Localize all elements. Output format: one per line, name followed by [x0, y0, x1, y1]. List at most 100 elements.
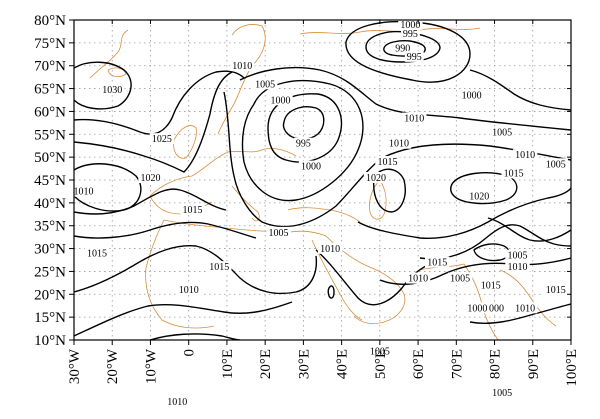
contour-label: 1015	[427, 258, 447, 269]
lat-tick-label: 10°N	[34, 333, 66, 349]
lat-tick-label: 35°N	[34, 219, 66, 235]
contour-label: 1010	[515, 303, 535, 314]
contour-label-bg	[424, 256, 450, 268]
contour-label-bg	[465, 302, 490, 314]
coastline-red-sea	[311, 239, 363, 321]
isobar-1015-tibet	[487, 217, 571, 242]
contour-label-bg	[138, 172, 163, 183]
lat-tick-label: 40°N	[34, 196, 66, 212]
contour-label: 1000	[270, 95, 290, 106]
contour-label-bg	[478, 279, 503, 291]
contour-label: 1030	[102, 85, 122, 96]
contour-label: 1020	[469, 191, 489, 202]
contour-label-bg	[84, 247, 110, 259]
isobar-1010-asia	[357, 187, 571, 240]
isobar-1020-high-caspian	[373, 168, 406, 213]
lat-tick-label: 30°N	[34, 242, 66, 258]
contour-label-bg	[447, 272, 473, 284]
coastline-caspian	[369, 179, 387, 220]
contour-label-bg	[386, 137, 412, 149]
lat-tick-label: 45°N	[34, 173, 66, 189]
contour-label: 995	[403, 29, 418, 40]
isobar-1020-atlantic	[74, 71, 233, 173]
contour-label-bg	[293, 137, 313, 149]
coastline-iberia	[149, 195, 213, 215]
isobar-1010-west-africa	[74, 301, 293, 337]
contour-label: 1005	[450, 274, 470, 285]
coastline-bay-of-bengal	[499, 269, 557, 327]
coastline-west-africa	[145, 219, 215, 329]
isobar-1005-monsoon-trough	[419, 224, 571, 260]
contour-label-bg	[402, 112, 427, 124]
contour-label: 000	[489, 303, 504, 314]
lat-tick-label: 65°N	[34, 82, 66, 98]
contour-label-layer: 1000995990995100010301010100510001010100…	[71, 18, 568, 408]
contour-label-bg	[71, 185, 96, 197]
contour-label-bg	[268, 94, 293, 106]
contour-label-bg	[401, 28, 420, 39]
lon-tick-label: 60°E	[411, 349, 427, 379]
contour-label-bg	[487, 302, 506, 314]
contour-label: 995	[296, 139, 311, 150]
contour-label-bg	[165, 396, 190, 407]
lon-tick-label: 10°E	[220, 349, 236, 379]
isobar-1020-high-central-asia	[449, 172, 518, 205]
isobar-1010-south-asia	[379, 257, 571, 285]
contour-label: 1005	[269, 228, 289, 239]
contour-label: 1005	[492, 127, 512, 138]
isobar-1010-eurasia	[239, 66, 571, 131]
contour-label: 1015	[377, 157, 397, 168]
coastline-british-isles	[173, 125, 197, 159]
contour-label-bg	[489, 386, 515, 398]
contour-label: 1015	[504, 168, 524, 179]
contour-label: 1015	[87, 248, 107, 259]
isobar-1025-atlantic	[74, 70, 245, 135]
contour-label-bg	[207, 261, 232, 273]
lon-tick-label: 30°W	[67, 348, 83, 384]
contour-label-bg	[501, 167, 526, 179]
contour-label: 1005	[255, 79, 275, 90]
isobar-995-low-barents	[365, 30, 441, 63]
contour-label: 1015	[209, 262, 229, 273]
lon-tick-label: 100°E	[564, 349, 580, 387]
contour-label: 1015	[546, 285, 566, 296]
isobar-1000-monsoon-low	[473, 243, 510, 262]
contour-label: 1015	[183, 205, 203, 216]
contour-label: 1005	[507, 251, 527, 262]
isobar-1015-azores	[74, 188, 227, 215]
lon-tick-label: 40°E	[335, 349, 351, 379]
contour-label-bg	[512, 149, 538, 161]
lat-tick-label: 50°N	[34, 150, 66, 166]
contour-label: 1005	[370, 347, 390, 358]
lon-tick-label: 80°E	[488, 349, 504, 379]
contour-label: 1015	[481, 280, 501, 291]
contour-label-bg	[512, 302, 538, 314]
latitude-axis: 80°N 75°N 70°N 65°N 60°N 55°N 50°N 45°N 40°N 35°N…	[34, 13, 571, 349]
contour-label-bg	[405, 272, 431, 284]
lon-tick-label: 0	[182, 349, 198, 357]
coastline-iceland	[107, 67, 127, 78]
lon-tick-label: 50°E	[373, 349, 389, 379]
contour-label: 1005	[546, 159, 566, 170]
contour-label-bg	[375, 156, 400, 167]
contour-label: 1010	[74, 187, 94, 198]
isobar-995-low-russia	[282, 106, 325, 140]
longitude-axis: 30°W 20°W 10°W 0 10°E 20°E 30°E 40°E 50°E 60°E 70°…	[67, 20, 580, 387]
contour-label-bg	[459, 89, 484, 101]
contour-label: 1010	[167, 397, 187, 408]
lat-tick-label: 55°N	[34, 127, 66, 143]
contour-label: 1010	[408, 274, 428, 285]
lon-tick-label: 10°W	[143, 348, 159, 384]
isobar-1010-equatorial-africa	[149, 333, 241, 340]
contour-label-bg	[489, 126, 515, 138]
contour-label-bg	[505, 261, 530, 273]
contour-label-bg	[176, 284, 201, 295]
contour-label-bg	[393, 42, 413, 54]
isobar-1010-sahara	[74, 244, 318, 295]
contour-label: 1020	[366, 173, 386, 184]
lat-tick-label: 15°N	[34, 310, 66, 326]
lat-tick-label: 25°N	[34, 264, 66, 280]
contour-label: 1010	[232, 61, 252, 72]
coastline-arabia	[325, 235, 406, 324]
